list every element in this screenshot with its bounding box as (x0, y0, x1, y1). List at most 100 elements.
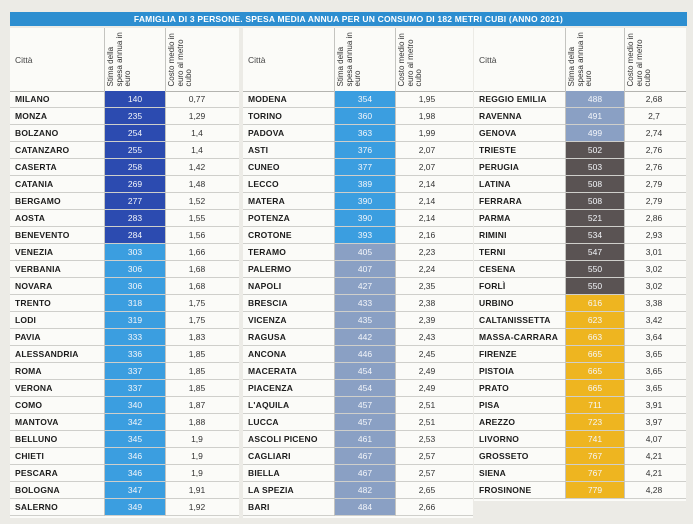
estimate-value: 254 (105, 125, 165, 141)
cost-value: 2,14 (418, 179, 436, 189)
city-name: BOLZANO (15, 128, 59, 138)
cost-value: 2,76 (645, 162, 663, 172)
estimate-value: 665 (566, 363, 624, 379)
city-name: LA SPEZIA (248, 485, 294, 495)
city-name: MILANO (15, 94, 50, 104)
table-row: PESCARA 346 1,9 (10, 465, 239, 482)
cost-value: 2,07 (418, 145, 436, 155)
table-row: LATINA 508 2,79 (474, 176, 686, 193)
table-row: BRESCIA 433 2,38 (243, 295, 473, 312)
cost-value: 1,92 (188, 502, 206, 512)
city-name: FROSINONE (479, 485, 532, 495)
cost-value: 4,28 (645, 485, 663, 495)
cost-value: 1,68 (188, 264, 206, 274)
table-row: CASERTA 258 1,42 (10, 159, 239, 176)
table-row: AREZZO 723 3,97 (474, 414, 686, 431)
city-name: POTENZA (248, 213, 291, 223)
city-name: CASERTA (15, 162, 57, 172)
city-name: ROMA (15, 366, 42, 376)
cost-value: 2,66 (418, 502, 436, 512)
table-row: LECCO 389 2,14 (243, 176, 473, 193)
cost-value: 4,07 (645, 434, 663, 444)
cost-value: 2,43 (418, 332, 436, 342)
city-name: CAGLIARI (248, 451, 291, 461)
table-row: TORINO 360 1,98 (243, 108, 473, 125)
header-estimate-label: Stima della spesa annua in euro (336, 31, 362, 86)
city-name: TORINO (248, 111, 283, 121)
table-row: ROMA 337 1,85 (10, 363, 239, 380)
cost-value: 2,49 (418, 366, 436, 376)
city-name: NOVARA (15, 281, 53, 291)
estimate-value: 442 (335, 329, 395, 345)
cost-value: 2,23 (418, 247, 436, 257)
cost-value: 2,57 (418, 451, 436, 461)
cost-value: 2,65 (418, 485, 436, 495)
city-name: LECCO (248, 179, 279, 189)
table-row: MANTOVA 342 1,88 (10, 414, 239, 431)
estimate-value: 454 (335, 363, 395, 379)
cost-value: 1,55 (188, 213, 206, 223)
table-row: CHIETI 346 1,9 (10, 448, 239, 465)
cost-value: 2,79 (645, 196, 663, 206)
estimate-value: 665 (566, 346, 624, 362)
table-row: BARI 484 2,66 (243, 499, 473, 516)
table-row: L'AQUILA 457 2,51 (243, 397, 473, 414)
city-name: GROSSETO (479, 451, 529, 461)
cost-value: 1,88 (188, 417, 206, 427)
table-row: COMO 340 1,87 (10, 397, 239, 414)
estimate-value: 435 (335, 312, 395, 328)
estimate-value: 333 (105, 329, 165, 345)
header-cost: Costo medio in euro al metro cubo (625, 28, 683, 91)
city-name: URBINO (479, 298, 514, 308)
city-name: RAVENNA (479, 111, 522, 121)
cost-value: 2,39 (418, 315, 436, 325)
estimate-value: 346 (105, 465, 165, 481)
city-name: PESCARA (15, 468, 58, 478)
estimate-value: 665 (566, 380, 624, 396)
estimate-value: 484 (335, 499, 395, 515)
estimate-value: 393 (335, 227, 395, 243)
estimate-value: 502 (566, 142, 624, 158)
estimate-value: 407 (335, 261, 395, 277)
column-divider (565, 28, 566, 499)
estimate-value: 389 (335, 176, 395, 192)
header-estimate-label: Stima della spesa annua in euro (567, 31, 593, 86)
estimate-value: 663 (566, 329, 624, 345)
cost-value: 4,21 (645, 451, 663, 461)
city-name: L'AQUILA (248, 400, 290, 410)
cost-value: 3,64 (645, 332, 663, 342)
estimate-value: 616 (566, 295, 624, 311)
table-row: MACERATA 454 2,49 (243, 363, 473, 380)
table-row: RIMINI 534 2,93 (474, 227, 686, 244)
table-row: AOSTA 283 1,55 (10, 210, 239, 227)
cost-value: 1,85 (188, 349, 206, 359)
estimate-value: 534 (566, 227, 624, 243)
estimate-value: 767 (566, 465, 624, 481)
table-row: REGGIO EMILIA 488 2,68 (474, 91, 686, 108)
estimate-value: 711 (566, 397, 624, 413)
table-row: TERAMO 405 2,23 (243, 244, 473, 261)
cost-value: 1,75 (188, 315, 206, 325)
cost-value: 2,74 (645, 128, 663, 138)
city-name: VERONA (15, 383, 53, 393)
city-name: LODI (15, 315, 37, 325)
cost-value: 2,24 (418, 264, 436, 274)
city-name: MANTOVA (15, 417, 59, 427)
estimate-value: 508 (566, 193, 624, 209)
estimate-value: 340 (105, 397, 165, 413)
table-row: VICENZA 435 2,39 (243, 312, 473, 329)
table-row: RAGUSA 442 2,43 (243, 329, 473, 346)
table-block: Città Stima della spesa annua in euro Cost… (474, 28, 686, 501)
cost-value: 3,65 (645, 383, 663, 393)
table-row: GROSSETO 767 4,21 (474, 448, 686, 465)
cost-value: 2,14 (418, 213, 436, 223)
estimate-value: 377 (335, 159, 395, 175)
table-row: LODI 319 1,75 (10, 312, 239, 329)
city-name: AREZZO (479, 417, 516, 427)
cost-value: 3,02 (645, 264, 663, 274)
table-row: MASSA-CARRARA 663 3,64 (474, 329, 686, 346)
table-row: NAPOLI 427 2,35 (243, 278, 473, 295)
table-row: FERRARA 508 2,79 (474, 193, 686, 210)
cost-value: 1,87 (188, 400, 206, 410)
estimate-value: 550 (566, 278, 624, 294)
